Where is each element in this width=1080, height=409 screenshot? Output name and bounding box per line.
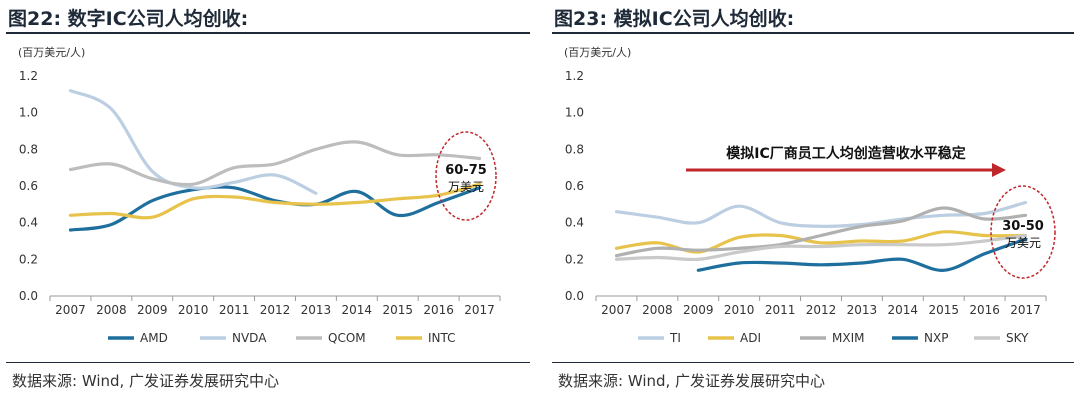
series-line-sky bbox=[614, 233, 1028, 262]
legend-label: NVDA bbox=[232, 331, 267, 345]
x-tick-label: 2016 bbox=[969, 303, 1000, 317]
legend-item-nvda: NVDA bbox=[200, 331, 267, 345]
x-tick-label: 2010 bbox=[724, 303, 755, 317]
x-tick-label: 2015 bbox=[382, 303, 413, 317]
legend-item-mxim: MXIM bbox=[800, 331, 864, 345]
x-tick-label: 2008 bbox=[96, 303, 127, 317]
y-tick-label: 0.2 bbox=[19, 252, 38, 266]
footer-divider bbox=[6, 362, 530, 363]
x-tick-label: 2015 bbox=[928, 303, 959, 317]
range-annotation-value: 60-75 bbox=[445, 163, 487, 178]
x-tick-label: 2017 bbox=[464, 303, 495, 317]
title-divider bbox=[6, 32, 530, 34]
legend-item-adi: ADI bbox=[708, 331, 761, 345]
y-axis-unit-label: (百万美元/人) bbox=[564, 46, 631, 59]
x-tick-label: 2017 bbox=[1010, 303, 1041, 317]
x-tick-label: 2014 bbox=[342, 303, 373, 317]
y-tick-label: 0.6 bbox=[19, 179, 38, 193]
legend-label: ADI bbox=[740, 331, 761, 345]
series-line-mxim bbox=[614, 206, 1028, 258]
chart-panel-analog-ic: 图23: 模拟IC公司人均创收: (百万美元/人) 0.0 0.2 0.4 0.6 0.8… bbox=[546, 0, 1080, 409]
y-tick-label: 0.0 bbox=[565, 289, 584, 303]
series-line-amd bbox=[68, 185, 482, 232]
y-tick-label: 1.2 bbox=[19, 69, 38, 83]
x-tick-label: 2012 bbox=[806, 303, 837, 317]
y-tick-label: 1.0 bbox=[565, 106, 584, 120]
x-tick-label: 2007 bbox=[601, 303, 632, 317]
y-tick-label: 0.8 bbox=[565, 142, 584, 156]
x-tick-label: 2014 bbox=[888, 303, 919, 317]
chart-title: 图23: 模拟IC公司人均创收: bbox=[554, 8, 795, 30]
y-tick-label: 0.4 bbox=[565, 216, 584, 230]
x-tick-label: 2011 bbox=[219, 303, 250, 317]
x-tick-label: 2009 bbox=[683, 303, 714, 317]
analog-ic-line-chart: (百万美元/人) 0.0 0.2 0.4 0.6 0.8 1.0 1.2 2007 2008 200… bbox=[564, 46, 1056, 345]
y-tick-label: 0.0 bbox=[19, 289, 38, 303]
data-source-note: 数据来源: Wind, 广发证券发展研究中心 bbox=[12, 372, 280, 390]
y-tick-label: 0.8 bbox=[19, 142, 38, 156]
chart-panel-digital-ic: 图22: 数字IC公司人均创收: (百万美元/人) 0.0 0.2 0.4 0.6 0.8… bbox=[0, 0, 536, 409]
series-line-qcom bbox=[68, 140, 482, 187]
x-tick-label: 2013 bbox=[301, 303, 332, 317]
x-tick-label: 2012 bbox=[260, 303, 291, 317]
range-annotation-unit: 万美元 bbox=[448, 180, 484, 194]
data-source-note: 数据来源: Wind, 广发证券发展研究中心 bbox=[558, 372, 826, 390]
y-tick-label: 0.4 bbox=[19, 216, 38, 230]
legend-item-nxp: NXP bbox=[892, 331, 948, 345]
digital-ic-line-chart: (百万美元/人) 0.0 0.2 0.4 0.6 0.8 1.0 1.2 2007 2008 200… bbox=[18, 46, 501, 345]
range-annotation-unit: 万美元 bbox=[1005, 236, 1041, 250]
y-axis-unit-label: (百万美元/人) bbox=[18, 46, 85, 59]
trend-arrow-head bbox=[992, 163, 1006, 177]
x-tick-label: 2013 bbox=[847, 303, 878, 317]
legend-item-intc: INTC bbox=[396, 331, 456, 345]
legend-label: SKY bbox=[1006, 331, 1029, 345]
y-tick-label: 0.6 bbox=[565, 179, 584, 193]
legend-label: MXIM bbox=[832, 331, 864, 345]
series-line-ti bbox=[614, 200, 1028, 228]
y-tick-label: 1.2 bbox=[565, 69, 584, 83]
title-divider bbox=[552, 32, 1074, 34]
legend-item-sky: SKY bbox=[974, 331, 1029, 345]
highlight-ellipse bbox=[990, 185, 1056, 279]
series-line-intc bbox=[68, 182, 482, 220]
chart-title: 图22: 数字IC公司人均创收: bbox=[8, 8, 249, 30]
x-tick-label: 2011 bbox=[765, 303, 796, 317]
legend-item-amd: AMD bbox=[108, 331, 168, 345]
legend-label: NXP bbox=[924, 331, 948, 345]
trend-annotation-label: 模拟IC厂商员工人均创造营收水平稳定 bbox=[726, 145, 965, 162]
x-tick-label: 2009 bbox=[137, 303, 168, 317]
x-tick-label: 2010 bbox=[178, 303, 209, 317]
y-tick-label: 1.0 bbox=[19, 106, 38, 120]
legend-label: QCOM bbox=[328, 331, 366, 345]
series-line-nxp bbox=[696, 237, 1028, 272]
legend-item-ti: TI bbox=[638, 331, 681, 345]
x-tick-label: 2007 bbox=[55, 303, 86, 317]
footer-divider bbox=[552, 362, 1074, 363]
x-tick-label: 2016 bbox=[423, 303, 454, 317]
legend-label: TI bbox=[669, 331, 681, 345]
legend-item-qcom: QCOM bbox=[296, 331, 366, 345]
series-line-nvda bbox=[68, 89, 318, 195]
legend-label: AMD bbox=[140, 331, 168, 345]
highlight-ellipse bbox=[435, 131, 497, 221]
range-annotation-value: 30-50 bbox=[1002, 219, 1044, 234]
x-tick-label: 2008 bbox=[642, 303, 673, 317]
y-tick-label: 0.2 bbox=[565, 252, 584, 266]
legend-label: INTC bbox=[428, 331, 456, 345]
